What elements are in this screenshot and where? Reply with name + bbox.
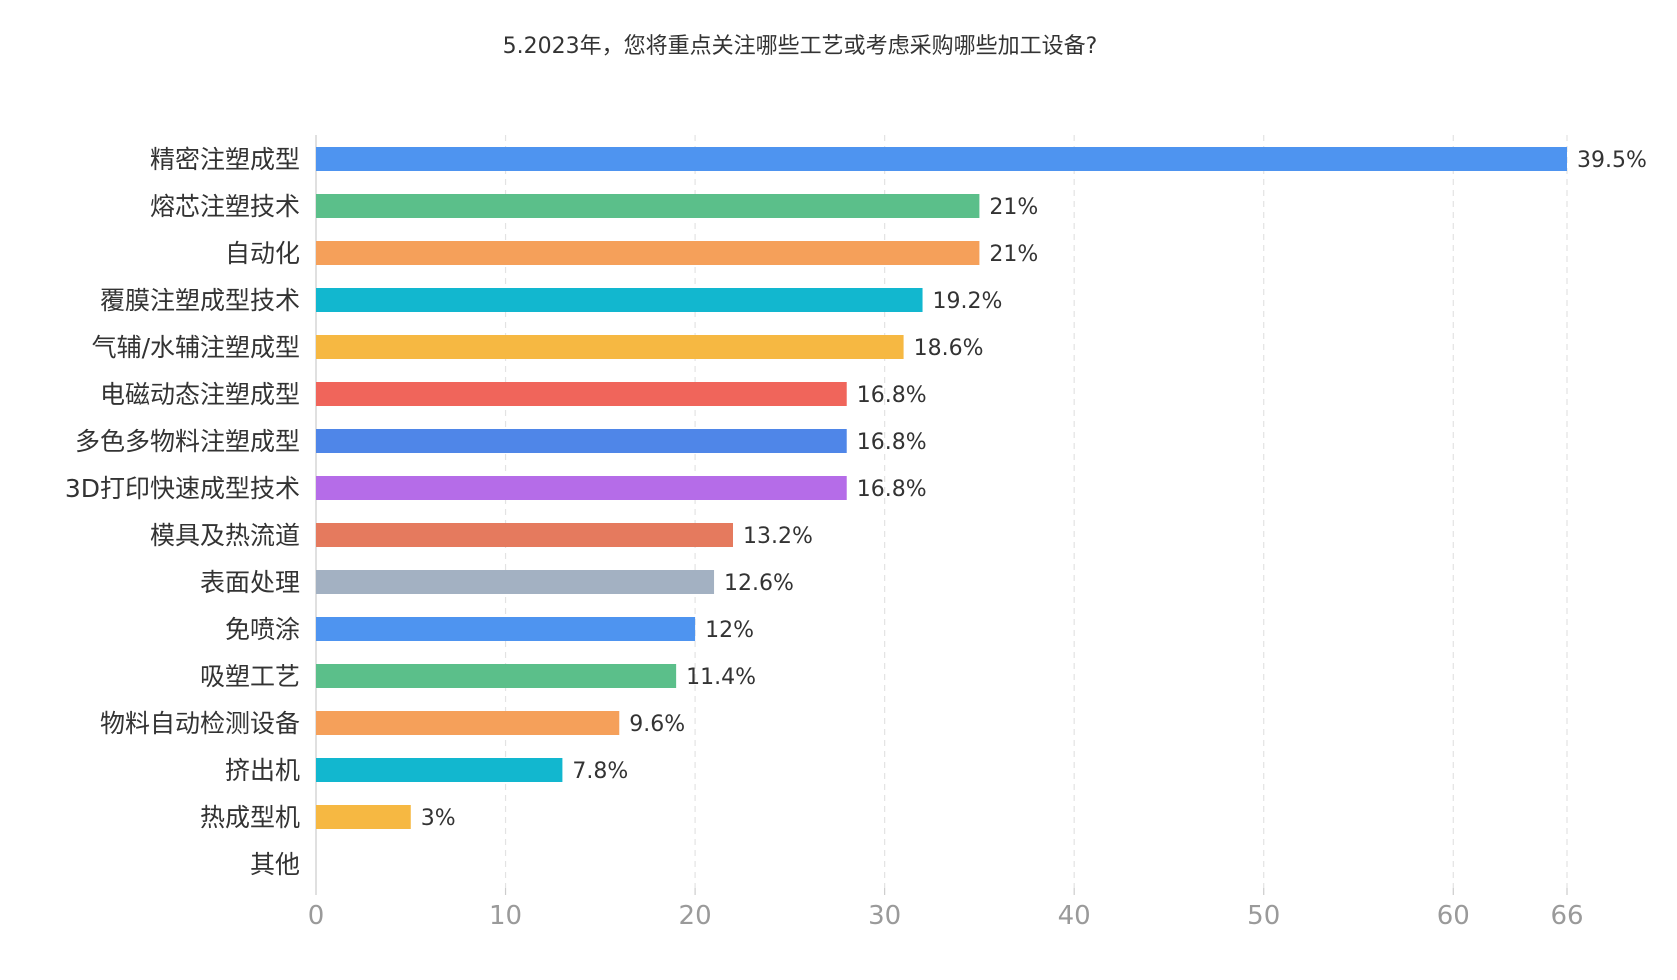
category-label: 热成型机	[200, 803, 300, 832]
data-label: 39.5%	[1577, 148, 1647, 173]
x-tick-label: 0	[308, 901, 325, 931]
chart-title: 5.2023年，您将重点关注哪些工艺或考虑采购哪些加工设备?	[502, 34, 1098, 59]
x-tick-label: 10	[489, 901, 522, 931]
x-tick-label: 50	[1247, 901, 1280, 931]
data-label: 9.6%	[629, 712, 685, 737]
x-tick-label: 30	[868, 901, 901, 931]
data-labels: 39.5% 21% 21% 19.2% 18.6% 16.8% 16.8% 16.8% 13.2…	[421, 148, 1647, 831]
data-label: 13.2%	[743, 524, 813, 549]
bar	[316, 758, 563, 782]
category-label: 3D打印快速成型技术	[65, 474, 300, 503]
bar	[316, 288, 923, 312]
category-label: 免喷涂	[225, 615, 300, 644]
bar	[316, 805, 411, 829]
category-label: 模具及热流道	[150, 521, 300, 550]
category-label: 熔芯注塑技术	[150, 192, 300, 221]
data-label: 7.8%	[572, 759, 628, 784]
data-label: 3%	[421, 806, 456, 831]
data-label: 21%	[989, 195, 1038, 220]
data-label: 16.8%	[857, 430, 927, 455]
x-tick-label: 20	[679, 901, 712, 931]
bar	[316, 570, 715, 594]
bar	[316, 664, 677, 688]
x-tick-label: 40	[1058, 901, 1091, 931]
bar	[316, 194, 980, 218]
data-label: 12.6%	[724, 571, 794, 596]
category-label: 多色多物料注塑成型	[75, 427, 300, 456]
bar	[316, 241, 980, 265]
category-label: 其他	[250, 850, 300, 879]
bar	[316, 382, 847, 406]
category-label: 自动化	[225, 239, 300, 268]
category-label: 表面处理	[200, 568, 300, 597]
bar	[316, 523, 733, 547]
data-label: 12%	[705, 618, 754, 643]
bar	[316, 147, 1567, 171]
bar	[316, 335, 904, 359]
category-label: 精密注塑成型	[150, 145, 300, 174]
category-label: 电磁动态注塑成型	[100, 380, 300, 409]
data-label: 21%	[989, 242, 1038, 267]
category-label: 挤出机	[225, 756, 300, 785]
bars	[316, 147, 1567, 829]
x-tick-label: 66	[1550, 901, 1583, 931]
bar	[316, 429, 847, 453]
data-label: 16.8%	[857, 477, 927, 502]
bar	[316, 617, 696, 641]
x-tick-label: 60	[1437, 901, 1470, 931]
category-label: 气辅/水辅注塑成型	[92, 333, 300, 362]
data-label: 18.6%	[914, 336, 984, 361]
category-label: 吸塑工艺	[200, 662, 300, 691]
category-label: 覆膜注塑成型技术	[100, 286, 300, 315]
bar	[316, 711, 620, 735]
data-label: 16.8%	[857, 383, 927, 408]
data-label: 11.4%	[686, 665, 756, 690]
bar	[316, 476, 847, 500]
category-label: 物料自动检测设备	[100, 709, 300, 738]
data-label: 19.2%	[933, 289, 1003, 314]
category-labels: 精密注塑成型熔芯注塑技术自动化覆膜注塑成型技术气辅/水辅注塑成型电磁动态注塑成型…	[65, 145, 300, 879]
